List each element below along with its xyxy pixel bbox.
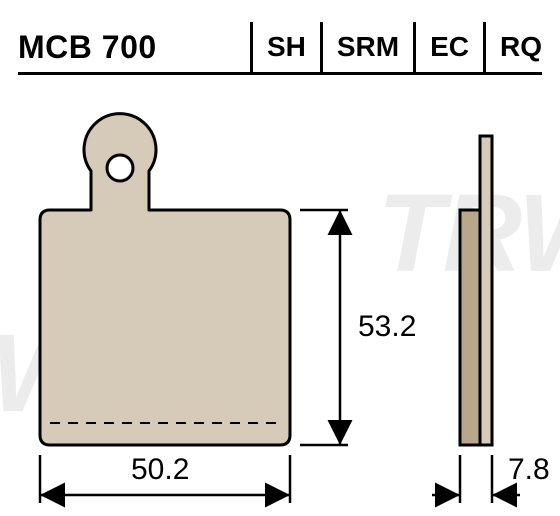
- variant-code: SRM: [323, 22, 416, 72]
- dimension-height-label: 53.2: [358, 310, 416, 344]
- product-code: MCB 700: [18, 22, 253, 72]
- header-divider: [18, 72, 542, 75]
- front-view: [40, 114, 290, 445]
- dimension-width-label: 50.2: [131, 453, 189, 487]
- variant-code: RQ: [486, 22, 542, 72]
- side-view: [460, 136, 492, 445]
- variant-code: SH: [253, 22, 323, 72]
- variant-code: EC: [416, 22, 486, 72]
- drawing-area: 53.2 50.2 7.8: [0, 90, 560, 511]
- figure-root: MCB 700 SH SRM EC RQ TRW TRW 53.2 50.2 7…: [0, 0, 560, 511]
- header-row: MCB 700 SH SRM EC RQ: [18, 22, 542, 72]
- dimension-thickness-label: 7.8: [508, 453, 550, 487]
- technical-drawing-svg: [0, 90, 560, 511]
